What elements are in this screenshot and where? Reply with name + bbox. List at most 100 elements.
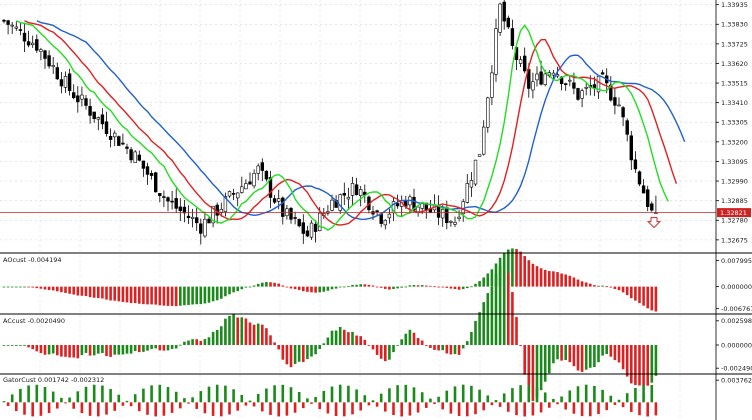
candle-body	[330, 199, 334, 211]
osc-bar	[457, 345, 461, 355]
candle-body	[293, 217, 297, 219]
osc-bar	[27, 345, 30, 348]
osc-bar	[392, 286, 395, 290]
osc-bar	[416, 402, 420, 413]
osc-bar	[375, 345, 379, 355]
candle-body	[39, 49, 43, 52]
ac-panel[interactable]	[2, 264, 658, 401]
osc-bar	[433, 402, 436, 405]
osc-bar	[617, 286, 621, 291]
osc-bar	[60, 397, 63, 403]
osc-bar	[523, 256, 526, 287]
osc-bar	[265, 328, 268, 345]
osc-bar	[64, 345, 67, 357]
osc-bar	[367, 402, 371, 406]
osc-bar	[170, 402, 174, 413]
candle-body	[494, 28, 498, 75]
candle-body	[211, 205, 215, 224]
osc-bar	[125, 286, 129, 303]
candle-body	[121, 142, 125, 145]
candle-body	[18, 29, 23, 31]
osc-bar	[515, 249, 518, 287]
price-panel[interactable]	[0, 0, 716, 245]
osc-bar	[314, 345, 317, 355]
osc-bar	[256, 323, 260, 345]
candle-body	[637, 171, 642, 185]
osc-bar	[248, 286, 252, 288]
candle-body	[178, 206, 182, 212]
osc-bar	[191, 286, 194, 305]
candle-body	[486, 97, 490, 128]
osc-bar	[47, 402, 51, 414]
candle-body	[305, 230, 310, 237]
osc-bar	[379, 393, 383, 403]
osc-bar	[338, 384, 342, 403]
osc-bar	[338, 286, 342, 288]
osc-bar	[174, 286, 178, 307]
osc-bar	[310, 286, 313, 293]
osc-tick-label: 0.007995	[721, 257, 752, 265]
osc-bar	[252, 324, 256, 345]
osc-bar	[138, 402, 141, 412]
candle-body	[186, 215, 191, 219]
osc-bar	[539, 402, 543, 413]
osc-bar	[379, 345, 383, 359]
osc-bar	[535, 387, 539, 403]
osc-bar	[314, 286, 317, 293]
osc-bar	[10, 345, 14, 346]
slow-ma-line	[36, 20, 686, 221]
candle-body	[650, 203, 654, 211]
osc-bar	[302, 286, 305, 292]
osc-bar	[420, 340, 424, 345]
osc-bar	[174, 345, 178, 349]
osc-bar	[56, 286, 59, 292]
osc-bar	[306, 286, 309, 292]
osc-bar	[314, 397, 317, 403]
osc-bar	[232, 286, 235, 293]
osc-bar	[564, 345, 567, 361]
osc-bar	[474, 321, 477, 345]
candle-body	[174, 198, 178, 209]
osc-bar	[51, 345, 55, 354]
ao-panel[interactable]	[2, 248, 658, 312]
candle-body	[289, 207, 293, 220]
osc-bar	[211, 331, 215, 345]
osc-bar	[15, 345, 18, 346]
candle-body	[342, 193, 346, 196]
candle-body	[420, 203, 424, 209]
osc-bar	[568, 390, 572, 403]
osc-bar	[470, 385, 473, 403]
osc-bar	[10, 394, 14, 403]
osc-tick-label: 0.000000	[721, 283, 752, 291]
osc-bar	[519, 345, 522, 346]
osc-bar	[269, 402, 272, 415]
osc-bar	[601, 345, 604, 356]
osc-bar	[498, 402, 502, 407]
candle-body	[281, 197, 285, 217]
price-tick-label: 1.32990	[721, 177, 748, 185]
candle-body	[117, 136, 121, 146]
osc-bar	[220, 326, 223, 345]
osc-bar	[531, 345, 535, 401]
osc-bar	[240, 394, 244, 403]
osc-bar	[384, 345, 387, 362]
osc-bar	[6, 286, 10, 288]
osc-bar	[482, 277, 485, 287]
gator-panel[interactable]	[2, 384, 658, 417]
osc-bar	[593, 385, 596, 403]
osc-bar	[322, 286, 326, 292]
osc-bar	[650, 286, 654, 311]
osc-bar	[408, 402, 412, 416]
osc-bar	[392, 345, 395, 353]
osc-bar	[146, 345, 149, 351]
osc-bar	[310, 345, 313, 357]
candle-body	[584, 86, 588, 89]
candle-body	[276, 198, 281, 202]
osc-bar	[64, 402, 67, 404]
candle-body	[309, 222, 314, 238]
candle-body	[51, 65, 55, 68]
osc-bar	[355, 284, 358, 287]
candle-body	[543, 73, 547, 85]
osc-bar	[19, 388, 22, 403]
